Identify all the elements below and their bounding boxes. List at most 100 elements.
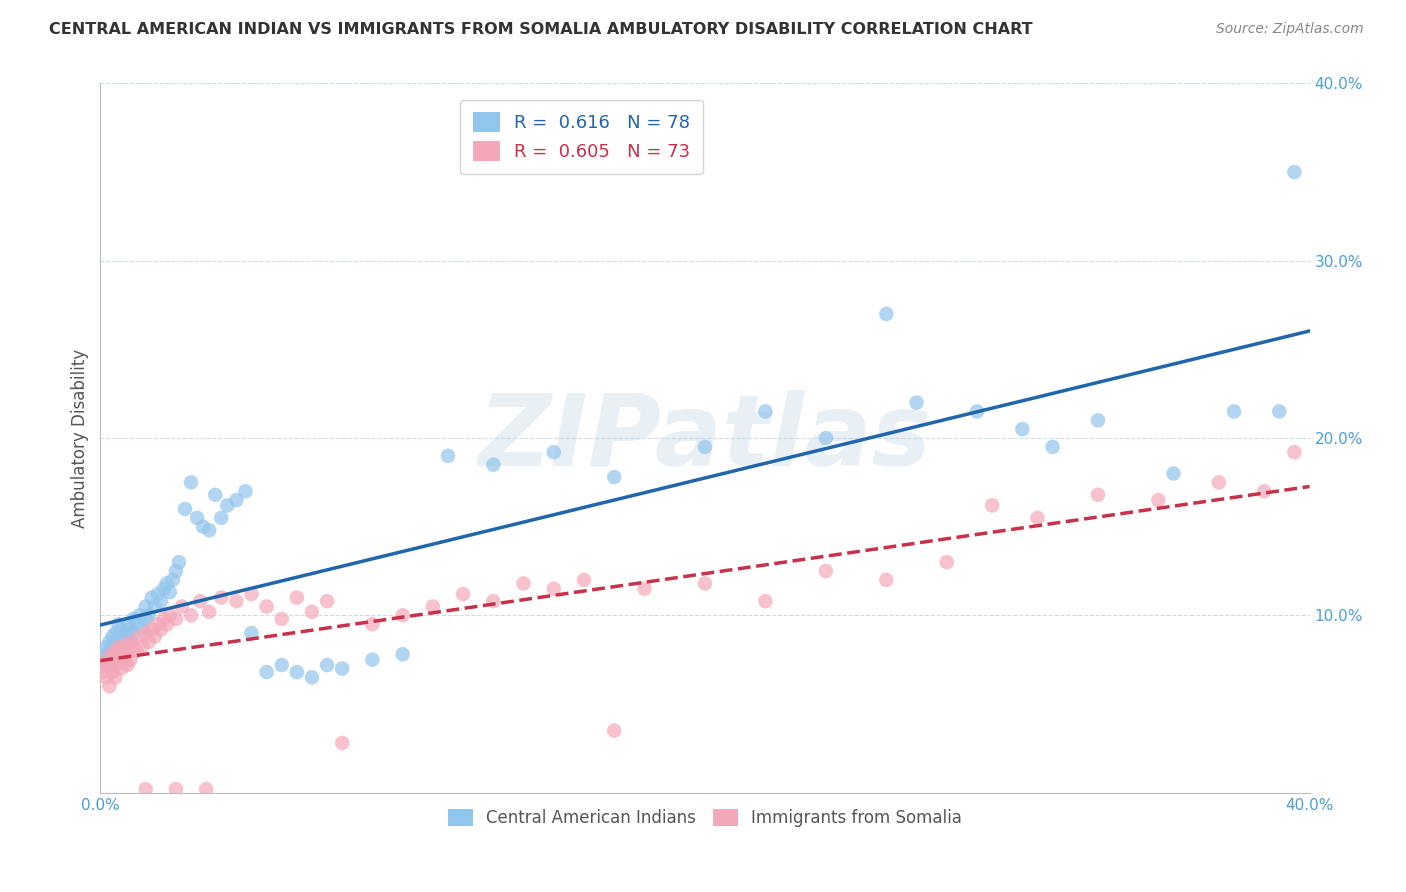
Point (330, 661, 353, 675)
Point (1087, 413, 1109, 427)
Point (186, 511, 208, 525)
Point (1268, 404, 1291, 418)
Point (167, 555, 190, 569)
Point (122, 626, 145, 640)
Point (1042, 440, 1064, 454)
Point (209, 591, 232, 605)
Point (110, 648, 132, 662)
Point (814, 431, 837, 445)
Point (104, 648, 127, 662)
Point (143, 599, 166, 614)
Point (101, 639, 124, 653)
Point (93, 658, 115, 673)
Point (198, 523, 221, 537)
Point (572, 573, 595, 587)
Point (391, 608, 413, 623)
Point (96, 670, 118, 684)
Point (165, 564, 187, 578)
Point (156, 617, 179, 632)
Point (117, 658, 139, 673)
Point (188, 594, 211, 608)
Point (209, 511, 232, 525)
Point (93, 653, 115, 667)
Point (225, 594, 247, 608)
Point (104, 644, 127, 658)
Point (361, 653, 384, 667)
Point (180, 608, 202, 623)
Point (131, 621, 153, 635)
Point (162, 573, 184, 587)
Point (316, 658, 339, 673)
Point (754, 404, 776, 418)
Point (512, 576, 534, 591)
Point (225, 493, 247, 508)
Point (159, 608, 181, 623)
Point (96, 640, 118, 655)
Point (128, 608, 150, 623)
Point (135, 599, 157, 614)
Point (110, 635, 132, 649)
Point (256, 665, 278, 679)
Point (437, 449, 460, 463)
Point (104, 644, 127, 658)
Point (117, 644, 139, 658)
Point (98, 679, 121, 693)
Point (159, 585, 181, 599)
Point (114, 653, 136, 667)
Point (330, 736, 353, 750)
Point (96, 648, 118, 662)
Point (98, 644, 121, 658)
Point (270, 658, 292, 673)
Point (301, 670, 323, 684)
Point (165, 782, 187, 797)
Point (285, 591, 308, 605)
Point (1147, 493, 1170, 508)
Point (135, 626, 157, 640)
Point (270, 612, 292, 626)
Text: Source: ZipAtlas.com: Source: ZipAtlas.com (1216, 22, 1364, 37)
Point (114, 626, 136, 640)
Point (149, 623, 172, 637)
Point (1223, 404, 1246, 418)
Point (146, 617, 169, 632)
Point (120, 635, 142, 649)
Point (141, 591, 163, 605)
Text: ZIPatlas: ZIPatlas (478, 390, 932, 486)
Point (156, 576, 179, 591)
Point (101, 648, 124, 662)
Point (235, 484, 257, 499)
Point (391, 648, 413, 662)
Point (204, 488, 226, 502)
Point (107, 630, 129, 644)
Point (1253, 484, 1275, 499)
Point (170, 599, 193, 614)
Point (107, 639, 129, 653)
Point (1026, 511, 1049, 525)
Point (240, 626, 263, 640)
Point (96, 653, 118, 667)
Point (240, 587, 263, 601)
Point (114, 644, 136, 658)
Point (1011, 422, 1033, 436)
Point (98, 658, 121, 673)
Point (125, 617, 148, 632)
Point (110, 661, 132, 675)
Point (1087, 488, 1109, 502)
Point (191, 519, 214, 533)
Point (422, 599, 444, 614)
Point (875, 307, 897, 321)
Point (174, 502, 197, 516)
Point (138, 608, 160, 623)
Point (285, 665, 308, 679)
Point (981, 499, 1004, 513)
Point (482, 594, 505, 608)
Point (107, 653, 129, 667)
Point (814, 564, 837, 578)
Point (107, 640, 129, 655)
Point (138, 635, 160, 649)
Point (1208, 475, 1230, 490)
Point (256, 599, 278, 614)
Point (104, 635, 127, 649)
Point (1284, 165, 1306, 179)
Point (104, 670, 127, 684)
